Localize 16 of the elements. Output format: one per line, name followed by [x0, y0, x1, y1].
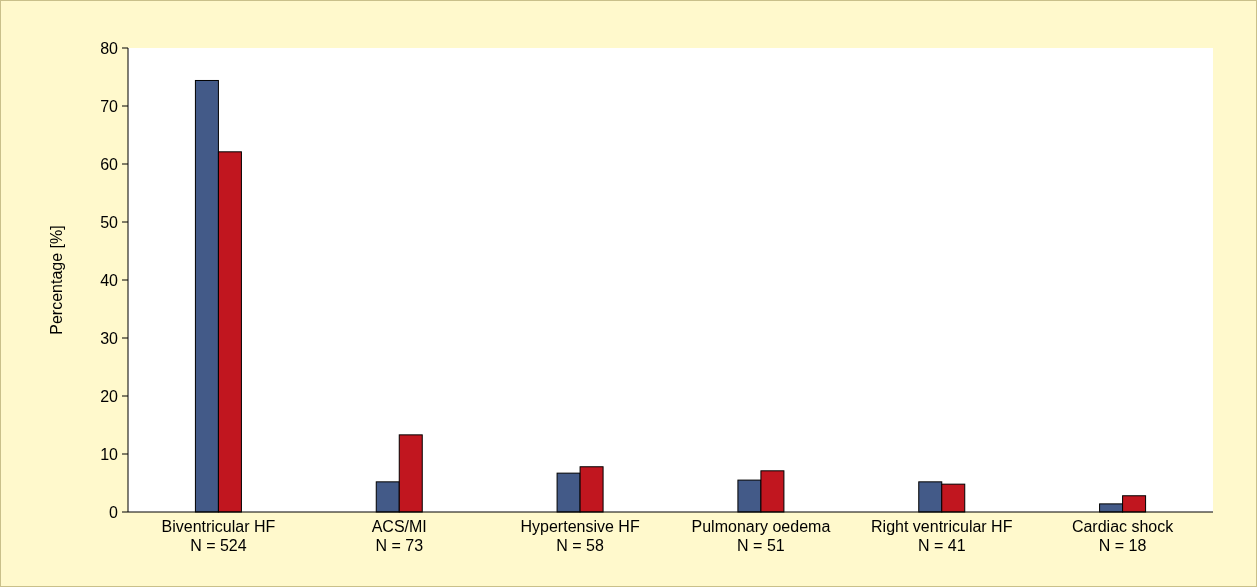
x-tick-label: Biventricular HF N = 524 [161, 518, 276, 554]
y-tick-label: 60 [100, 155, 119, 173]
y-axis-title: Percentage [%] [48, 225, 65, 335]
y-tick-label: 20 [100, 387, 119, 405]
x-tick-label: Pulmonary oedema N = 51 [691, 518, 831, 554]
x-tick-label: Hypertensive HF N = 58 [520, 518, 640, 554]
x-tick-label: ACS/MI N = 73 [371, 518, 427, 554]
y-tick-label: 40 [100, 271, 119, 289]
y-tick-label: 80 [100, 39, 119, 57]
y-tick-label: 30 [100, 329, 119, 347]
y-tick-label: 0 [109, 503, 119, 521]
x-tick-label: Right ventricular HF N = 41 [871, 518, 1013, 554]
y-tick-label: 10 [100, 445, 119, 463]
y-tick-label: 50 [100, 213, 119, 231]
y-tick-label: 70 [100, 97, 119, 115]
x-tick-label: Cardiac shock N = 18 [1071, 518, 1175, 554]
